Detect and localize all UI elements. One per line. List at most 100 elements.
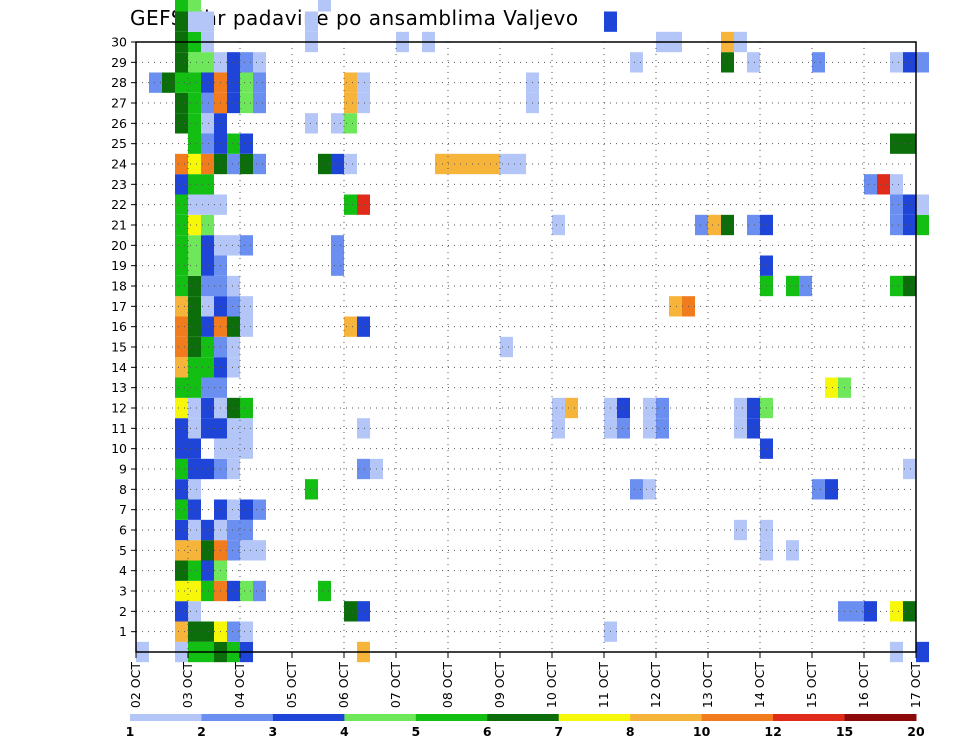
- heatmap-cell: [201, 72, 214, 93]
- heatmap-cell: [227, 235, 240, 256]
- heatmap-cell: [357, 72, 370, 93]
- heatmap-cell: [175, 92, 188, 114]
- heatmap-cell: [188, 0, 201, 12]
- heatmap-cell: [812, 52, 825, 73]
- y-tick-label: 7: [119, 502, 127, 517]
- colorbar-label: 5: [411, 724, 420, 739]
- heatmap-cell: [149, 72, 162, 93]
- heatmap-cell: [747, 418, 760, 439]
- y-tick-label: 15: [111, 340, 127, 355]
- heatmap-cell: [201, 133, 214, 154]
- heatmap-cell: [175, 438, 201, 459]
- colorbar-swatch: [272, 714, 345, 721]
- y-tick-label: 25: [111, 136, 127, 151]
- heatmap-cell: [188, 92, 201, 114]
- y-tick-label: 21: [111, 218, 127, 233]
- heatmap-cell: [201, 397, 214, 419]
- colorbar-label: 15: [836, 724, 853, 739]
- heatmap-cell: [344, 601, 357, 622]
- y-tick-label: 26: [111, 116, 127, 131]
- y-tick-label: 10: [111, 441, 127, 456]
- heatmap-cell: [331, 153, 344, 175]
- heatmap-cell: [175, 0, 188, 12]
- heatmap-cell: [864, 174, 877, 195]
- colorbar-swatch: [415, 714, 488, 721]
- y-tick-label: 14: [111, 360, 127, 375]
- heatmap-cell: [175, 72, 201, 93]
- x-tick-label: 09 OCT: [492, 662, 507, 708]
- heatmap-cell: [734, 397, 747, 419]
- heatmap-cell: [188, 214, 201, 236]
- heatmap-cell: [227, 72, 240, 93]
- heatmap-cell: [240, 499, 253, 520]
- heatmap-cell: [240, 153, 253, 175]
- y-tick-label: 24: [111, 157, 127, 172]
- heatmap-cell: [175, 153, 188, 175]
- heatmap-cell: [890, 194, 903, 215]
- heatmap-cell: [175, 235, 188, 256]
- colorbar-label: 7: [554, 724, 563, 739]
- colorbar: 1 2 3 4 5 6 7 8 10 12 15 20: [126, 714, 925, 739]
- heatmap-cell: [175, 113, 188, 134]
- heatmap-cell: [175, 560, 188, 581]
- y-tick-label: 12: [111, 401, 127, 416]
- x-tick-label: 08 OCT: [440, 662, 455, 708]
- heatmap-cell: [240, 540, 253, 561]
- heatmap-cell: [500, 153, 526, 175]
- heatmap-cell: [877, 174, 890, 195]
- heatmap-cell: [435, 153, 500, 175]
- heatmap-cell: [175, 174, 188, 195]
- colorbar-label: 10: [693, 724, 711, 739]
- heatmap-cell: [188, 357, 214, 378]
- heatmap-cell: [903, 601, 916, 622]
- heatmap-cell: [188, 194, 201, 215]
- heatmap-cell: [175, 316, 188, 337]
- heatmap-cell: [344, 194, 357, 215]
- x-tick-label: 03 OCT: [180, 662, 195, 708]
- heatmap-cell: [227, 52, 240, 73]
- heatmap-cell: [227, 621, 240, 642]
- heatmap-cell: [188, 235, 201, 256]
- grid-lines: [136, 42, 916, 652]
- heatmap-cell: [227, 316, 240, 337]
- heatmap-cell: [552, 214, 565, 236]
- heatmap-cell: [175, 275, 188, 297]
- heatmap-cell: [201, 296, 214, 317]
- heatmap-cell: [253, 72, 266, 93]
- heatmap-cell: [344, 153, 357, 175]
- heatmap-cell: [227, 458, 240, 480]
- colorbar-label: 2: [197, 724, 206, 739]
- heatmap-cell: [240, 235, 253, 256]
- heatmap-cell: [799, 275, 812, 297]
- heatmap-cell: [331, 255, 344, 276]
- heatmap-cell: [240, 296, 253, 317]
- colorbar-swatch: [487, 714, 560, 721]
- heatmap-cell: [201, 113, 214, 134]
- heatmap-cell: [656, 418, 669, 439]
- y-tick-label: 13: [111, 380, 127, 395]
- heatmap-cell: [825, 377, 838, 398]
- heatmap-cell: [890, 133, 916, 154]
- x-tick-label: 07 OCT: [388, 662, 403, 708]
- heatmap-cell: [201, 235, 214, 256]
- x-tick-label: 16 OCT: [856, 662, 871, 708]
- heatmap-cell: [708, 214, 721, 236]
- heatmap-cell: [188, 296, 201, 317]
- heatmap-cell: [175, 418, 188, 439]
- heatmap-cell: [175, 499, 188, 520]
- heatmap-cell: [916, 194, 929, 215]
- heatmap-cell: [175, 540, 201, 561]
- heatmap-cell: [175, 296, 188, 317]
- colorbar-swatch: [558, 714, 631, 721]
- y-tick-label: 5: [119, 543, 127, 558]
- heatmap-cell: [240, 397, 253, 419]
- heatmap-cell: [240, 580, 253, 602]
- heatmap-cell: [903, 458, 916, 480]
- heatmap-cell: [552, 418, 565, 439]
- heatmap-cell: [227, 580, 240, 602]
- x-axis: 02 OCT 03 OCT 04 OCT 05 OCT 06 OCT 07 OCT 08 O…: [128, 652, 923, 708]
- x-tick-label: 11 OCT: [596, 662, 611, 708]
- heatmap-cell: [890, 214, 903, 236]
- heatmap-cell: [331, 113, 344, 134]
